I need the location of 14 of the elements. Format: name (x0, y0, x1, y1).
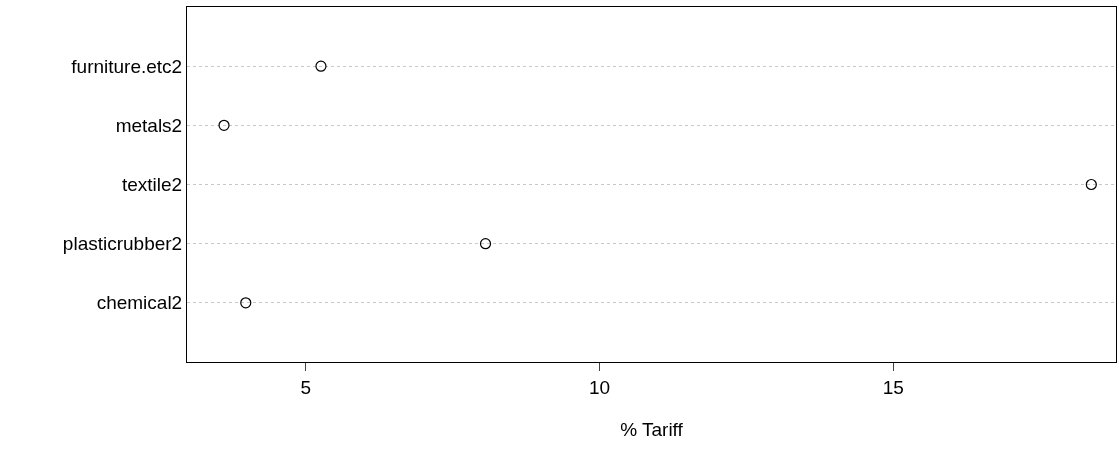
y-tick-label: textile2 (122, 174, 183, 196)
point (218, 119, 230, 131)
point (240, 297, 252, 309)
y-tick-label: plasticrubber2 (62, 233, 183, 255)
point (315, 60, 327, 72)
point (479, 238, 492, 250)
x-axis-title: % Tariff (620, 418, 684, 440)
y-tick-label: furniture.etc2 (71, 55, 183, 77)
x-tick-label: 15 (882, 376, 904, 398)
x-tick-label: 10 (588, 376, 611, 398)
point (1085, 178, 1097, 191)
x-tick-label: 5 (300, 376, 311, 398)
y-tick-label: chemical2 (96, 292, 183, 314)
y-tick-label: metals2 (115, 114, 183, 136)
